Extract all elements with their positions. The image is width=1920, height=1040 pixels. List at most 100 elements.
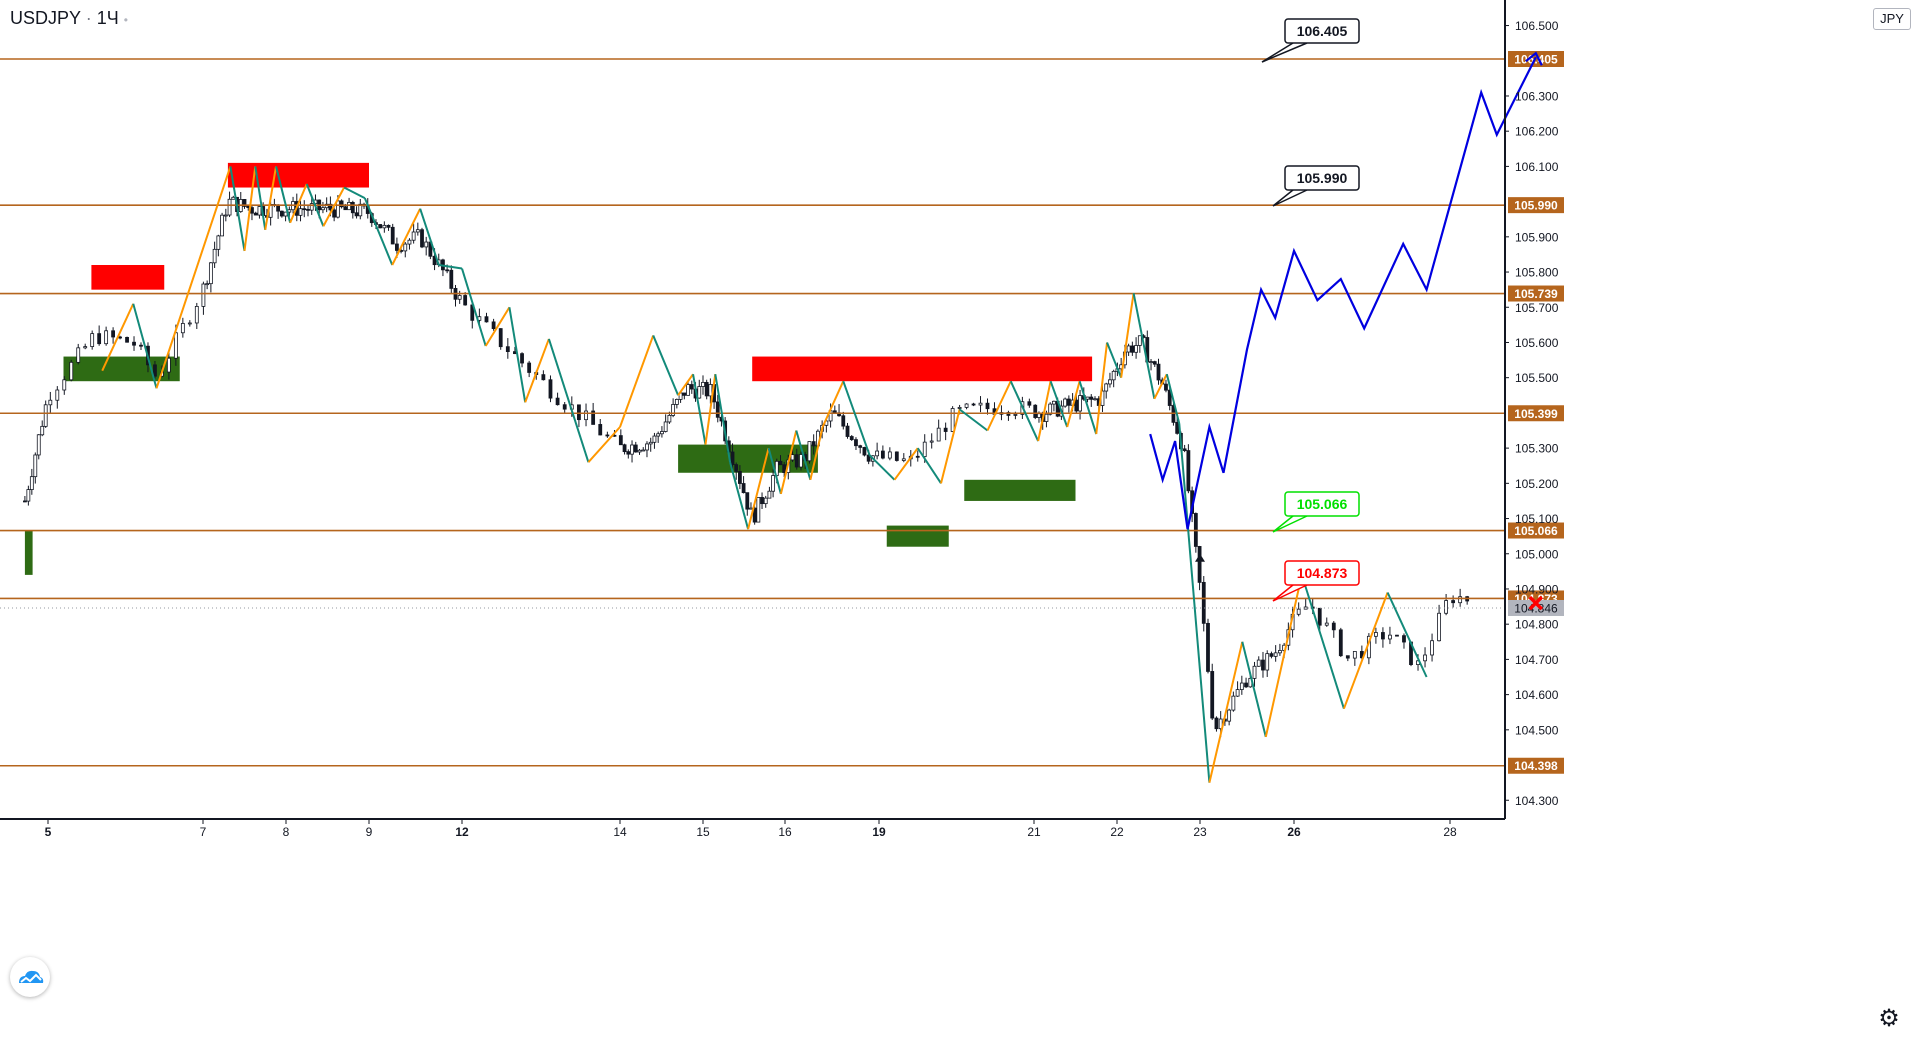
x-mark-icon: [1528, 595, 1544, 611]
demand-zone[interactable]: [678, 444, 818, 473]
zigzag-segment: [155, 166, 232, 389]
candle-body: [1167, 389, 1172, 406]
level-price-label: 105.066: [1514, 524, 1558, 538]
price-tick-label: 105.800: [1515, 266, 1559, 280]
candle-body: [858, 445, 863, 448]
price-tick-label: 104.700: [1515, 653, 1559, 667]
callout-box[interactable]: [1284, 165, 1360, 191]
time-tick-label: 28: [1443, 825, 1457, 839]
zigzag-segment: [652, 335, 680, 396]
zigzag-segment: [1208, 641, 1244, 783]
candle-body: [1066, 398, 1071, 406]
tradingview-logo[interactable]: [10, 957, 50, 997]
candle-body: [1152, 361, 1157, 365]
price-tick-label: 105.100: [1515, 512, 1559, 526]
price-tick-label: 106.500: [1515, 19, 1559, 33]
callouts-layer: 106.405 105.990 105.066 104.873: [1261, 18, 1360, 602]
candle-body: [1104, 383, 1109, 392]
candle-body: [1395, 634, 1399, 637]
candle-body: [1175, 421, 1180, 434]
candle-body: [929, 440, 934, 443]
candle-body: [125, 336, 129, 343]
time-tick-label: 7: [200, 825, 207, 839]
price-tick-label: 105.600: [1515, 336, 1559, 350]
demand-zone[interactable]: [24, 530, 33, 575]
zigzag-segment: [305, 183, 325, 227]
candle-body: [1201, 581, 1206, 624]
price-tick-label: 105.700: [1515, 301, 1559, 315]
candle-body: [1273, 652, 1278, 657]
candle-body: [1352, 651, 1357, 659]
candle-body: [1244, 682, 1248, 688]
gear-icon[interactable]: ⚙: [1878, 1005, 1900, 1032]
candle-body: [854, 439, 858, 447]
candle-body: [741, 483, 746, 494]
level-price-tag: [1508, 757, 1564, 774]
candle-body: [382, 224, 387, 229]
price-tick-label: 104.500: [1515, 723, 1559, 737]
candle-body: [1269, 653, 1274, 657]
candle-body: [845, 425, 850, 437]
candle-body: [985, 402, 990, 410]
candle-body: [55, 389, 60, 401]
zigzag-segment: [842, 380, 871, 456]
candle-body: [1331, 622, 1336, 631]
zigzag-segment: [275, 166, 292, 223]
callout-box[interactable]: [1284, 18, 1360, 44]
candle-body: [424, 241, 429, 248]
supply-zone[interactable]: [752, 356, 1093, 382]
demand-zone[interactable]: [964, 479, 1076, 501]
currency-button[interactable]: JPY: [1873, 8, 1911, 30]
candle-body: [894, 451, 899, 461]
candle-body: [484, 316, 489, 323]
candle-body: [749, 507, 753, 510]
supply-zone[interactable]: [91, 265, 165, 290]
candle-body: [715, 401, 720, 418]
candle-body: [76, 347, 81, 363]
zigzag-segment: [893, 447, 919, 481]
supply-zone[interactable]: [227, 162, 369, 188]
candle-body: [457, 295, 462, 300]
candle-body: [1048, 403, 1053, 415]
zigzag-segment: [677, 373, 694, 396]
candle-body: [887, 451, 892, 459]
forecast-path[interactable]: [1149, 56, 1537, 530]
candle-body: [862, 447, 867, 456]
zigzag-segment: [1264, 574, 1303, 738]
candles-layer: [22, 191, 1470, 738]
candle-body: [1381, 632, 1385, 640]
candle-body: [257, 206, 262, 216]
level-price-label: 105.990: [1514, 199, 1558, 213]
demand-zone[interactable]: [886, 525, 949, 547]
candle-body: [309, 203, 314, 211]
time-tick-label: 8: [283, 825, 290, 839]
candle-body: [227, 198, 232, 216]
candle-body: [1324, 622, 1329, 626]
candle-body: [520, 353, 524, 364]
callout-box[interactable]: [1284, 491, 1360, 517]
price-tick-label: 106.300: [1515, 89, 1559, 103]
symbol-header[interactable]: USDJPY · 1Ч •: [10, 8, 128, 29]
cloud-icon: [19, 970, 44, 983]
candle-body: [386, 224, 391, 228]
candle-body: [922, 441, 927, 457]
candle-body: [132, 341, 136, 346]
callout-label: 106.405: [1297, 23, 1348, 39]
candle-body: [339, 200, 344, 208]
candle-body: [943, 427, 948, 432]
price-tick-label: 105.900: [1515, 230, 1559, 244]
zigzag-segment: [1078, 380, 1098, 435]
time-tick-label: 5: [45, 825, 52, 839]
zigzag-segment: [1095, 342, 1109, 435]
candle-body: [1093, 398, 1097, 401]
zigzag-segment: [809, 426, 824, 481]
time-tick-label: 9: [366, 825, 373, 839]
last-price-label: 104.846: [1514, 601, 1558, 615]
candle-body: [354, 212, 359, 217]
candle-body: [390, 226, 395, 245]
callout-box[interactable]: [1284, 560, 1360, 586]
candle-body: [1256, 659, 1261, 667]
symbol-name: USDJPY: [10, 8, 81, 28]
candle-body: [205, 283, 210, 286]
